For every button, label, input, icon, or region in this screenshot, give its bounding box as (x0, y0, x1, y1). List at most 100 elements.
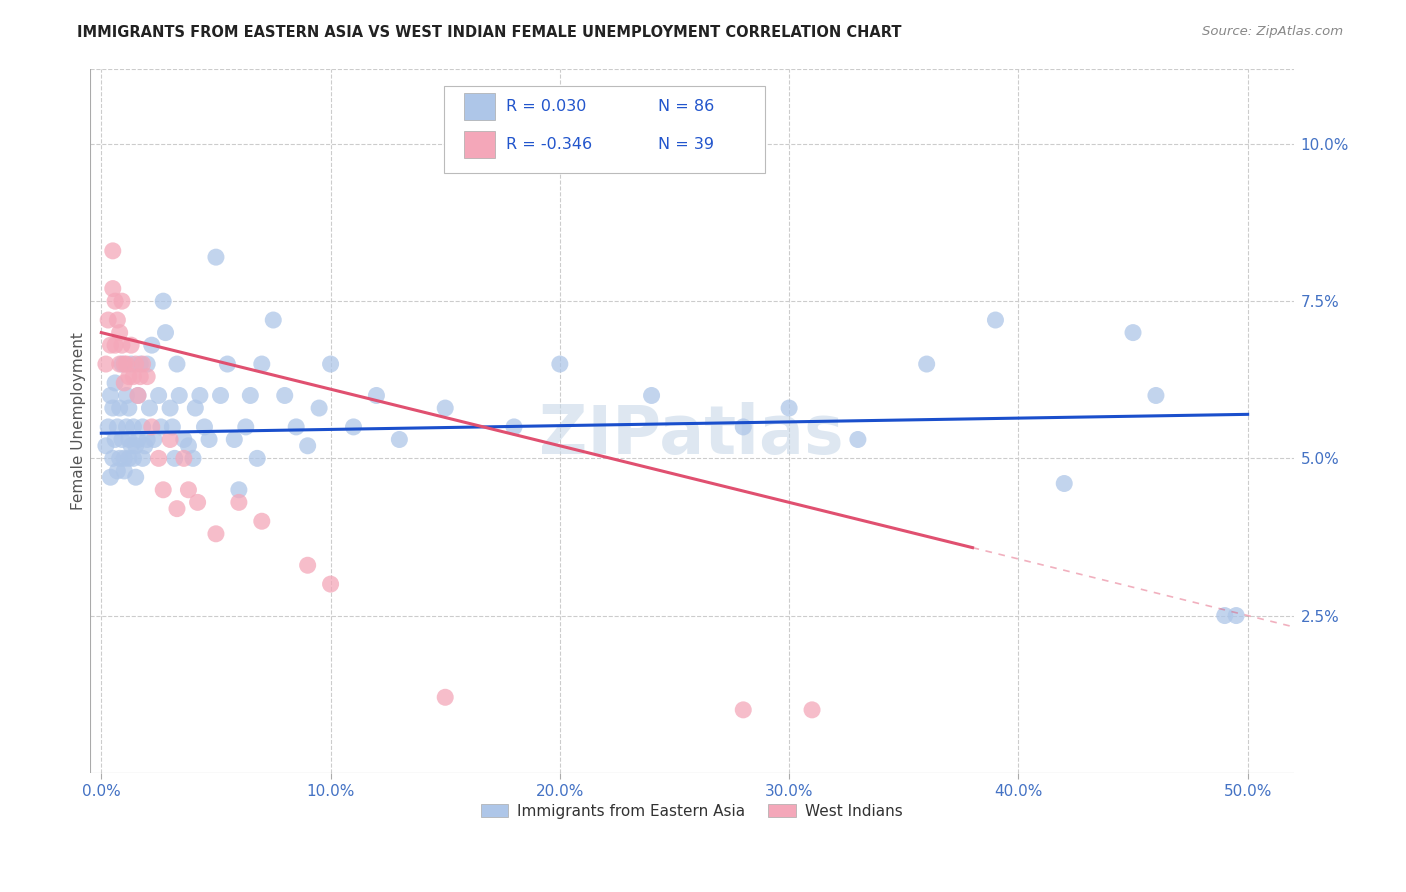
Point (105, 420, 128, 434)
Point (131, 357, 153, 371)
Text: Source: ZipAtlas.com: Source: ZipAtlas.com (1202, 25, 1343, 38)
Point (1213, 608, 1236, 623)
Point (1225, 608, 1247, 623)
Point (101, 451, 124, 466)
Point (125, 439, 148, 453)
Legend: Immigrants from Eastern Asia, West Indians: Immigrants from Eastern Asia, West India… (474, 797, 908, 825)
Text: ZIPatlas: ZIPatlas (540, 401, 844, 467)
Point (188, 388, 211, 402)
Point (640, 388, 662, 402)
Point (388, 433, 411, 447)
Text: R = 0.030: R = 0.030 (506, 99, 586, 114)
Point (141, 420, 163, 434)
Point (235, 420, 257, 434)
Point (122, 451, 145, 466)
Point (173, 433, 195, 447)
Point (118, 451, 141, 466)
Point (136, 369, 159, 384)
Point (136, 357, 159, 371)
Point (122, 420, 145, 434)
Point (319, 357, 342, 371)
Text: R = -0.346: R = -0.346 (506, 137, 592, 153)
Point (308, 401, 330, 415)
Point (118, 401, 141, 415)
Point (274, 388, 297, 402)
Point (120, 338, 142, 352)
Point (285, 420, 308, 434)
Point (115, 420, 138, 434)
Point (205, 526, 228, 541)
Point (162, 420, 184, 434)
Point (209, 388, 232, 402)
Point (166, 501, 188, 516)
Point (129, 369, 152, 384)
Point (127, 388, 149, 402)
Point (198, 433, 221, 447)
Point (846, 433, 869, 447)
Point (152, 483, 174, 497)
Point (239, 388, 262, 402)
Point (97, 420, 120, 434)
Point (104, 376, 127, 390)
Point (94, 357, 117, 371)
Point (184, 401, 207, 415)
Point (131, 451, 153, 466)
Point (733, 703, 755, 717)
Point (1053, 476, 1076, 491)
Point (228, 495, 250, 509)
Point (297, 439, 319, 453)
Point (228, 483, 250, 497)
Point (177, 483, 200, 497)
Point (173, 451, 195, 466)
Text: N = 39: N = 39 (658, 137, 714, 153)
Point (138, 401, 160, 415)
Point (159, 433, 181, 447)
Point (733, 420, 755, 434)
Point (778, 401, 800, 415)
Point (141, 338, 163, 352)
Point (163, 451, 186, 466)
Point (122, 369, 145, 384)
Point (148, 388, 170, 402)
Point (108, 401, 131, 415)
Point (125, 470, 148, 484)
Point (100, 470, 122, 484)
Point (177, 439, 200, 453)
Point (246, 451, 269, 466)
Point (100, 388, 122, 402)
Point (118, 369, 141, 384)
Point (127, 388, 149, 402)
Point (250, 357, 273, 371)
Point (187, 495, 209, 509)
Point (97, 313, 120, 327)
Point (181, 451, 204, 466)
Point (169, 388, 191, 402)
Point (101, 401, 124, 415)
Point (108, 357, 131, 371)
Point (193, 420, 215, 434)
Point (105, 464, 128, 478)
Point (342, 420, 364, 434)
Point (217, 357, 239, 371)
Point (112, 357, 135, 371)
Point (1122, 326, 1144, 340)
Point (319, 577, 342, 591)
Point (111, 294, 134, 309)
Point (434, 690, 457, 705)
Y-axis label: Female Unemployment: Female Unemployment (72, 332, 86, 509)
Point (205, 250, 228, 264)
Point (1144, 388, 1167, 402)
Point (120, 357, 142, 371)
Point (120, 439, 142, 453)
Point (101, 244, 124, 258)
Point (111, 357, 134, 371)
Point (129, 357, 152, 371)
Point (159, 401, 181, 415)
Point (224, 433, 246, 447)
Point (503, 420, 526, 434)
Point (143, 433, 166, 447)
Text: N = 86: N = 86 (658, 99, 714, 114)
Point (104, 338, 127, 352)
Point (134, 439, 156, 453)
Point (115, 357, 138, 371)
